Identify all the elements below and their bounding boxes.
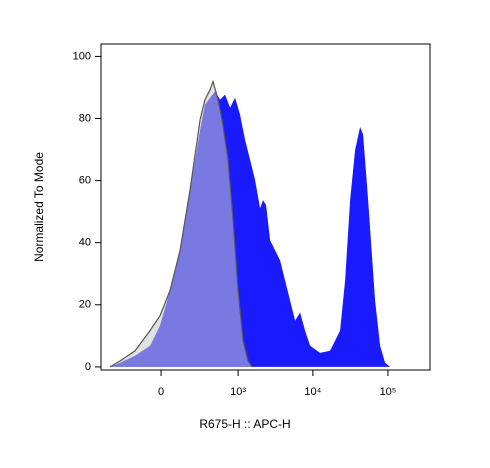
x-axis-title: R675-H :: APC-H [199,417,290,431]
x-tick-label: 10⁴ [304,386,321,398]
y-tick-label: 100 [73,50,91,62]
x-tick-label: 0 [158,386,164,398]
y-tick-label: 80 [79,112,91,124]
x-tick-label: 10⁵ [380,386,397,398]
y-tick-label: 20 [79,299,91,311]
x-tick-label: 10³ [230,386,246,398]
histogram-area [109,81,253,367]
histogram-area [109,91,391,367]
y-tick-label: 40 [79,237,91,249]
y-tick-label: 0 [85,361,91,373]
histogram-outline [109,79,253,368]
y-tick-label: 60 [79,175,91,187]
plot-frame [100,43,431,371]
y-axis-title: Normalized To Mode [32,152,46,262]
